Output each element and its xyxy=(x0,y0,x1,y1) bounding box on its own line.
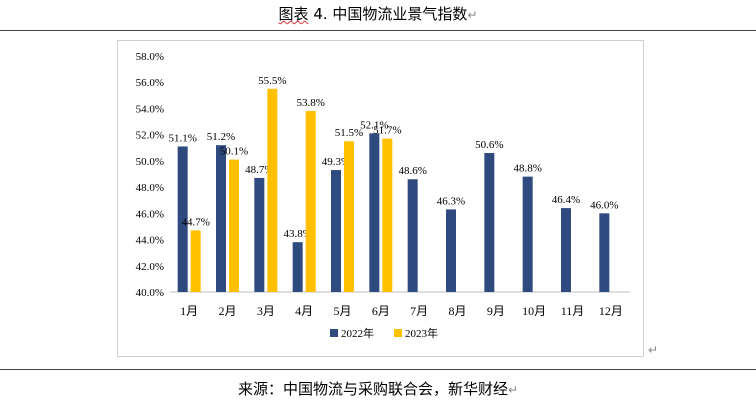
legend-label: 2023年 xyxy=(405,326,438,340)
bar-2022 xyxy=(407,179,418,292)
bar-2022 xyxy=(369,133,380,292)
bar-2022 xyxy=(484,153,495,292)
x-tick-label: 6月 xyxy=(372,304,390,318)
bottom-rule xyxy=(0,369,756,370)
data-label-2022: 46.3% xyxy=(437,195,465,207)
data-label-2023: 50.1% xyxy=(220,146,248,158)
bar-2022 xyxy=(331,170,341,292)
bar-2022 xyxy=(292,242,303,292)
data-label-2022: 50.6% xyxy=(475,139,503,151)
y-tick-label: 48.0% xyxy=(136,182,164,194)
paragraph-mark-icon: ↵ xyxy=(507,383,519,397)
data-label-2022: 48.6% xyxy=(398,165,426,177)
x-tick-label: 7月 xyxy=(410,304,428,318)
data-label-2022: 52.1% xyxy=(360,119,388,131)
chart-paragraph-mark-icon: ↵ xyxy=(648,343,659,357)
data-label-2022: 48.8% xyxy=(513,163,541,175)
chart-frame: 40.0% 42.0% 44.0% 46.0% 48.0% 50.0% 52.0% 54.0%… xyxy=(117,40,644,357)
data-label-2023: 51.5% xyxy=(335,127,363,139)
y-tick-label: 42.0% xyxy=(136,261,164,273)
y-tick-label: 40.0% xyxy=(136,287,164,299)
x-tick-label: 10月 xyxy=(522,304,546,318)
bar-2022 xyxy=(522,176,533,292)
top-rule xyxy=(0,30,756,31)
y-tick-label: 56.0% xyxy=(136,77,164,89)
paragraph-mark-icon: ↵ xyxy=(467,8,478,22)
x-tick-label: 5月 xyxy=(333,304,351,318)
data-label-2023: 44.7% xyxy=(181,216,209,228)
data-label-2023: 51.7% xyxy=(373,125,401,137)
x-tick-label: 1月 xyxy=(180,304,198,318)
caption-prefix: 图表 xyxy=(278,5,309,23)
y-tick-label: 52.0% xyxy=(136,130,164,142)
data-label-2023: 53.8% xyxy=(296,97,324,109)
data-label-2023: 55.5% xyxy=(258,75,286,87)
bar-2023 xyxy=(190,230,201,292)
y-tick-label: 54.0% xyxy=(136,103,164,115)
data-label-2022: 46.4% xyxy=(552,194,580,206)
bar-2023 xyxy=(382,138,393,292)
data-label-2022: 48.7% xyxy=(245,164,273,176)
bar-2022 xyxy=(216,145,226,292)
bar-2022 xyxy=(177,146,188,292)
bar-2023 xyxy=(305,111,316,292)
data-label-2022: 43.8% xyxy=(283,228,311,240)
bar-2022 xyxy=(254,177,265,292)
x-tick-label: 11月 xyxy=(561,304,585,318)
data-label-2022: 51.2% xyxy=(207,131,235,143)
x-tick-label: 8月 xyxy=(448,304,466,318)
y-tick-label: 46.0% xyxy=(136,208,164,220)
source-note: 来源：中国物流与采购联合会，新华财经↵ xyxy=(0,378,756,401)
x-tick-label: 3月 xyxy=(257,304,275,318)
legend-swatch xyxy=(394,329,402,337)
x-tick-label: 2月 xyxy=(218,304,236,318)
bar-2023 xyxy=(267,88,278,293)
legend-label: 2022年 xyxy=(341,326,374,340)
y-tick-label: 44.0% xyxy=(136,235,164,247)
figure-caption: 图表 4. 中国物流业景气指数↵ xyxy=(0,4,756,25)
y-tick-label: 58.0% xyxy=(136,51,164,63)
bar-2022 xyxy=(561,208,571,292)
caption-number: 4. xyxy=(313,5,328,23)
source-text: 来源：中国物流与采购联合会，新华财经 xyxy=(237,380,508,398)
bar-2023 xyxy=(344,141,354,292)
bar-2022 xyxy=(446,209,456,292)
data-label-2022: 49.3% xyxy=(322,156,350,168)
logistics-index-chart: 40.0% 42.0% 44.0% 46.0% 48.0% 50.0% 52.0% 54.0%… xyxy=(136,51,630,340)
y-tick-label: 50.0% xyxy=(136,156,164,168)
caption-text: 中国物流业景气指数 xyxy=(332,5,468,23)
x-tick-label: 12月 xyxy=(599,304,623,318)
legend-swatch xyxy=(330,329,338,337)
bar-2023 xyxy=(229,159,239,292)
data-label-2022: 51.1% xyxy=(168,132,196,144)
data-label-2022: 46.0% xyxy=(590,199,618,211)
x-tick-label: 9月 xyxy=(487,304,505,318)
x-tick-label: 4月 xyxy=(295,304,313,318)
bar-2022 xyxy=(599,213,610,292)
